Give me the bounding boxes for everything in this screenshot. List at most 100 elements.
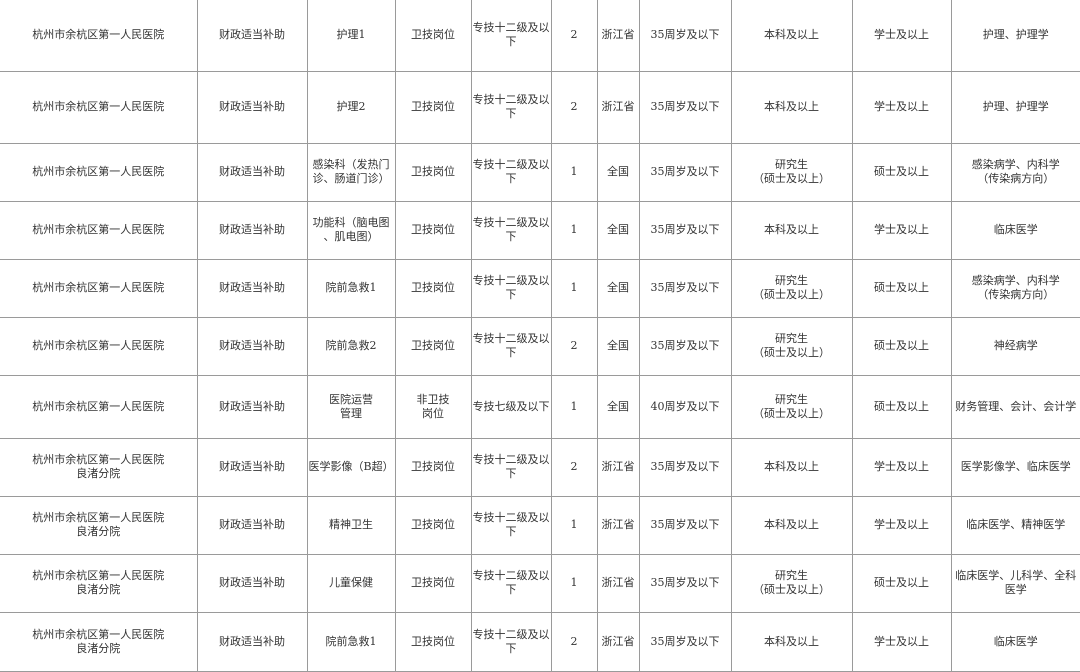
funding-cell: 财政适当补助: [196, 316, 308, 376]
funding-cell: 财政适当补助: [196, 374, 308, 439]
table-row: 杭州市余杭区第一人民医院 财政适当补助 院前急救1 卫技岗位 专技十二级及以 下 1 全国 3…: [0, 258, 1080, 318]
count-cell: 1: [550, 142, 598, 202]
post-type-cell: 非卫技 岗位: [394, 374, 472, 439]
table-row: 杭州市余杭区第一人民医院 财政适当补助 护理2 卫技岗位 专技十二级及以 下 2 浙江省 35…: [0, 70, 1080, 144]
post-type-cell: 卫技岗位: [394, 0, 472, 72]
count-cell: 2: [550, 70, 598, 144]
age-cell: 35周岁及以下: [638, 258, 732, 318]
degree-cell: 学士及以上: [851, 0, 952, 72]
degree-cell: 学士及以上: [851, 70, 952, 144]
major-cell: 感染病学、内科学 （传染病方向）: [950, 142, 1080, 202]
position-cell: 精神卫生: [306, 495, 396, 555]
education-cell: 研究生 （硕士及以上）: [730, 553, 853, 613]
grade-cell: 专技十二级及以 下: [470, 70, 552, 144]
major-cell: 临床医学、精神医学: [950, 495, 1080, 555]
post-type-cell: 卫技岗位: [394, 142, 472, 202]
count-cell: 1: [550, 374, 598, 439]
age-cell: 40周岁及以下: [638, 374, 732, 439]
education-cell: 研究生 （硕士及以上）: [730, 142, 853, 202]
post-type-cell: 卫技岗位: [394, 495, 472, 555]
position-cell: 护理1: [306, 0, 396, 72]
major-cell: 护理、护理学: [950, 0, 1080, 72]
age-cell: 35周岁及以下: [638, 70, 732, 144]
region-cell: 全国: [596, 316, 640, 376]
count-cell: 2: [550, 437, 598, 497]
region-cell: 浙江省: [596, 70, 640, 144]
grade-cell: 专技十二级及以 下: [470, 316, 552, 376]
age-cell: 35周岁及以下: [638, 316, 732, 376]
table-row: 杭州市余杭区第一人民医院 财政适当补助 护理1 卫技岗位 专技十二级及以 下 2 浙江省 35…: [0, 0, 1080, 72]
count-cell: 1: [550, 258, 598, 318]
education-cell: 本科及以上: [730, 70, 853, 144]
position-cell: 院前急救1: [306, 258, 396, 318]
age-cell: 35周岁及以下: [638, 611, 732, 672]
position-cell: 儿童保健: [306, 553, 396, 613]
position-cell: 院前急救2: [306, 316, 396, 376]
education-cell: 研究生 （硕士及以上）: [730, 374, 853, 439]
post-type-cell: 卫技岗位: [394, 316, 472, 376]
degree-cell: 学士及以上: [851, 495, 952, 555]
post-type-cell: 卫技岗位: [394, 553, 472, 613]
funding-cell: 财政适当补助: [196, 495, 308, 555]
major-cell: 财务管理、会计、会计学: [950, 374, 1080, 439]
count-cell: 1: [550, 495, 598, 555]
unit-cell: 杭州市余杭区第一人民医院: [0, 70, 198, 144]
degree-cell: 硕士及以上: [851, 258, 952, 318]
unit-cell: 杭州市余杭区第一人民医院: [0, 0, 198, 72]
count-cell: 1: [550, 553, 598, 613]
degree-cell: 学士及以上: [851, 611, 952, 672]
region-cell: 浙江省: [596, 0, 640, 72]
region-cell: 浙江省: [596, 611, 640, 672]
degree-cell: 硕士及以上: [851, 374, 952, 439]
count-cell: 2: [550, 611, 598, 672]
grade-cell: 专技十二级及以 下: [470, 437, 552, 497]
funding-cell: 财政适当补助: [196, 553, 308, 613]
education-cell: 研究生 （硕士及以上）: [730, 316, 853, 376]
education-cell: 本科及以上: [730, 437, 853, 497]
funding-cell: 财政适当补助: [196, 611, 308, 672]
count-cell: 2: [550, 316, 598, 376]
position-cell: 医学影像（B超）: [306, 437, 396, 497]
major-cell: 护理、护理学: [950, 70, 1080, 144]
major-cell: 临床医学: [950, 200, 1080, 260]
region-cell: 全国: [596, 258, 640, 318]
post-type-cell: 卫技岗位: [394, 437, 472, 497]
degree-cell: 硕士及以上: [851, 553, 952, 613]
table-row: 杭州市余杭区第一人民医院 财政适当补助 院前急救2 卫技岗位 专技十二级及以 下 2 全国 3…: [0, 316, 1080, 376]
table-row: 杭州市余杭区第一人民医院 财政适当补助 医院运营 管理 非卫技 岗位 专技七级及以下 1 全…: [0, 374, 1080, 439]
major-cell: 临床医学、儿科学、全科 医学: [950, 553, 1080, 613]
education-cell: 本科及以上: [730, 611, 853, 672]
region-cell: 浙江省: [596, 437, 640, 497]
post-type-cell: 卫技岗位: [394, 70, 472, 144]
education-cell: 本科及以上: [730, 200, 853, 260]
unit-cell: 杭州市余杭区第一人民医院 良渚分院: [0, 495, 198, 555]
degree-cell: 学士及以上: [851, 437, 952, 497]
funding-cell: 财政适当补助: [196, 200, 308, 260]
unit-cell: 杭州市余杭区第一人民医院 良渚分院: [0, 553, 198, 613]
position-cell: 感染科（发热门 诊、肠道门诊）: [306, 142, 396, 202]
position-cell: 医院运营 管理: [306, 374, 396, 439]
region-cell: 全国: [596, 374, 640, 439]
major-cell: 神经病学: [950, 316, 1080, 376]
education-cell: 研究生 （硕士及以上）: [730, 258, 853, 318]
funding-cell: 财政适当补助: [196, 0, 308, 72]
table-row: 杭州市余杭区第一人民医院 良渚分院 财政适当补助 院前急救1 卫技岗位 专技十二级及以 …: [0, 611, 1080, 672]
post-type-cell: 卫技岗位: [394, 611, 472, 672]
region-cell: 全国: [596, 142, 640, 202]
grade-cell: 专技十二级及以 下: [470, 611, 552, 672]
education-cell: 本科及以上: [730, 0, 853, 72]
funding-cell: 财政适当补助: [196, 70, 308, 144]
post-type-cell: 卫技岗位: [394, 258, 472, 318]
post-type-cell: 卫技岗位: [394, 200, 472, 260]
unit-cell: 杭州市余杭区第一人民医院: [0, 200, 198, 260]
age-cell: 35周岁及以下: [638, 437, 732, 497]
age-cell: 35周岁及以下: [638, 495, 732, 555]
position-cell: 功能科（脑电图 、肌电图）: [306, 200, 396, 260]
degree-cell: 硕士及以上: [851, 142, 952, 202]
unit-cell: 杭州市余杭区第一人民医院: [0, 258, 198, 318]
table-row: 杭州市余杭区第一人民医院 财政适当补助 功能科（脑电图 、肌电图） 卫技岗位 专技十二级…: [0, 200, 1080, 260]
major-cell: 医学影像学、临床医学: [950, 437, 1080, 497]
grade-cell: 专技十二级及以 下: [470, 200, 552, 260]
grade-cell: 专技十二级及以 下: [470, 553, 552, 613]
